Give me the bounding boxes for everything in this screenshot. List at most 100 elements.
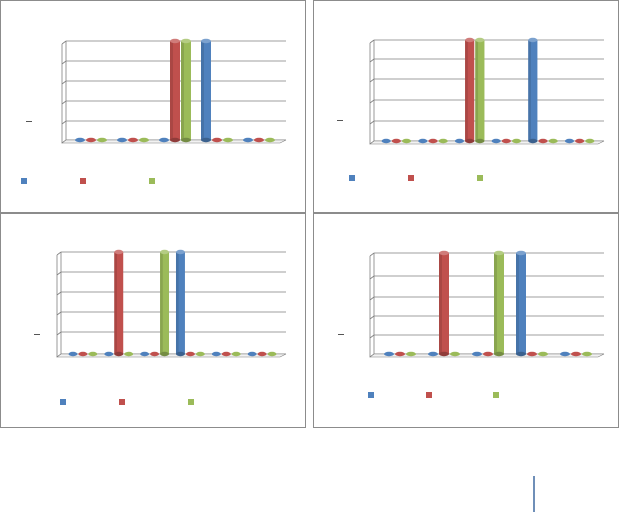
legend-swatch-series2 [80,178,86,184]
gridline-side-2 [61,80,67,85]
gridline-side-3 [369,315,375,320]
bar-s1-c3 [472,351,482,357]
gridline-side-3 [61,100,67,105]
gridline-side-4 [61,120,67,125]
bar-s2-c6 [575,138,585,144]
y-axis-title-mark-1 [26,121,32,122]
bar-s2-c6 [257,351,267,357]
gridline-side-2 [369,296,375,301]
bar-s2-c3 [483,351,493,357]
gridline-side-1 [369,58,375,63]
gridline-side-0 [369,39,375,44]
chart-panel-3 [0,213,306,428]
bar-s1-c6 [247,351,257,357]
bar-s2-c2 [128,137,138,143]
bar-s2-c1 [78,351,88,357]
bar-s2-c1 [86,137,96,143]
bar-s3-c4 [223,137,233,143]
bar-s1-c2 [104,351,114,357]
chart-plot-3 [56,249,287,358]
bar-s2-c4 [185,351,195,357]
chart-plot-1 [61,38,287,144]
bar-s3-c1 [406,351,416,357]
bar-s3-c5 [548,138,558,144]
bar-s3-c5 [265,137,275,143]
bar-s3-c5 [231,351,241,357]
legend-swatch-series2 [426,392,432,398]
bar-s3-c4 [195,351,205,357]
bar-s2-c1 [391,138,401,144]
gridline-side-4 [369,120,375,125]
page-divider-line [533,476,535,512]
bar-s1-c2 [428,351,438,357]
legend-swatch-series1 [21,178,27,184]
y-axis-title-mark-2 [337,120,343,121]
gridline-side-1 [56,271,62,276]
chart-panel-2 [313,0,619,213]
legend-swatch-series1 [60,399,66,405]
bar-s3-c1 [88,351,98,357]
bar-s2-c5 [254,137,264,143]
bar-s2-c2 [114,249,124,357]
gridline-side-1 [61,60,67,65]
bar-s1-c5 [560,351,570,357]
gridline-side-3 [369,99,375,104]
bar-s3-c3 [181,38,191,143]
chart-plot-2 [369,37,605,145]
chart-panel-1 [0,0,306,213]
bar-s1-c4 [516,250,526,357]
bar-s2-c4 [212,137,222,143]
gridline-side-0 [56,251,62,256]
gridline-side-3 [56,311,62,316]
bar-s3-c2 [450,351,460,357]
bar-s1-c5 [528,37,538,144]
bar-s1-c5 [211,351,221,357]
bar-s3-c6 [585,138,595,144]
bar-s1-c3 [454,138,465,144]
chart-plot-4 [369,250,605,358]
bar-s3-c4 [511,138,522,144]
bar-s2-c2 [428,138,438,144]
legend-swatch-series1 [368,392,374,398]
bar-s2-c3 [170,38,180,143]
bar-s2-c5 [538,138,548,144]
bar-s1-c4 [201,38,211,143]
bar-s3-c2 [139,137,149,143]
legend-swatch-series2 [119,399,125,405]
bar-s3-c1 [97,137,107,143]
bar-s3-c3 [494,250,504,357]
y-axis-title-mark-3 [34,334,40,335]
gridline-side-2 [369,78,375,83]
bar-s2-c5 [221,351,231,357]
legend-swatch-series2 [408,175,414,181]
bar-s1-c2 [117,137,127,143]
gridline-side-0 [369,252,375,257]
legend-swatch-series1 [349,175,355,181]
bar-s1-c3 [140,351,150,357]
legend-swatch-series3 [477,175,483,181]
gridline-side-2 [56,291,62,296]
bar-s1-c1 [68,351,78,357]
bar-s3-c3 [475,37,485,144]
bar-s3-c6 [267,351,277,357]
bar-s1-c4 [175,249,185,357]
bar-s2-c5 [571,351,581,357]
bar-s2-c4 [527,351,537,357]
bar-s1-c6 [564,138,575,144]
bar-s2-c2 [439,250,449,357]
legend-swatch-series3 [149,178,155,184]
y-axis-title-mark-4 [338,334,344,335]
chart-panel-4 [313,213,619,428]
gridline-side-4 [369,334,375,339]
bar-s1-c4 [491,138,501,144]
bar-s1-c5 [243,137,253,143]
bar-s1-c3 [159,137,169,143]
bar-s3-c5 [582,351,592,357]
legend-swatch-series3 [188,399,194,405]
bar-s2-c3 [150,351,160,357]
gridline-side-0 [61,40,67,45]
bar-s3-c2 [124,351,134,357]
bar-s3-c1 [401,138,412,144]
bar-s1-c1 [75,137,85,143]
bar-s3-c3 [160,249,170,357]
